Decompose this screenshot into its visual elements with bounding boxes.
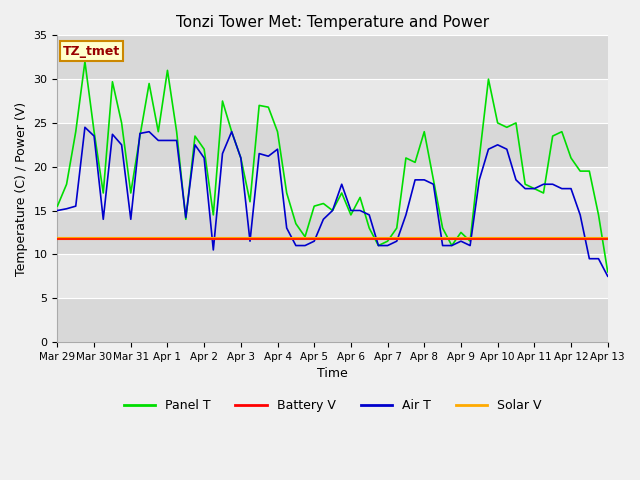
Y-axis label: Temperature (C) / Power (V): Temperature (C) / Power (V) <box>15 102 28 276</box>
Bar <box>58 167 608 211</box>
Text: TZ_tmet: TZ_tmet <box>63 45 120 58</box>
Title: Tonzi Tower Met: Temperature and Power: Tonzi Tower Met: Temperature and Power <box>176 15 489 30</box>
X-axis label: Time: Time <box>317 367 348 380</box>
Bar <box>58 79 608 123</box>
Bar <box>58 254 608 298</box>
Bar <box>58 211 608 254</box>
Legend: Panel T, Battery V, Air T, Solar V: Panel T, Battery V, Air T, Solar V <box>118 394 547 417</box>
Bar <box>58 298 608 342</box>
Bar <box>58 123 608 167</box>
Bar <box>58 36 608 79</box>
